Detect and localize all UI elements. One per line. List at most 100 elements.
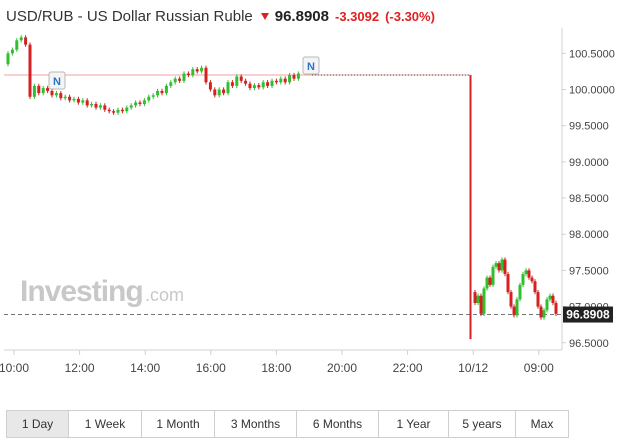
session1-candle-29 [134, 102, 138, 106]
session2-candle-24 [545, 299, 549, 311]
session1-candle-64 [288, 75, 292, 83]
session1-candle-49 [222, 89, 226, 94]
range-max[interactable]: Max [530, 417, 554, 431]
session1-candle-3 [19, 37, 23, 41]
session1-candle-1 [10, 49, 14, 54]
session1-candle-4 [24, 37, 28, 45]
session1-candle-53 [239, 76, 243, 81]
session1-candle-34 [156, 90, 160, 96]
session1-candle-62 [279, 78, 283, 83]
chart-canvas[interactable]: Investing .com 100.5000 100.0000 99.5000 99… [0, 28, 622, 400]
watermark-brand: Investing [20, 275, 143, 308]
range-3-months[interactable]: 3 Months [215, 411, 297, 437]
session1-candle-27 [125, 107, 129, 112]
session2-candle-7 [494, 263, 498, 267]
y-axis-ticks: 100.5000 100.0000 99.5000 99.0000 98.5000 98.… [562, 48, 615, 350]
session1-candle-30 [138, 102, 142, 104]
session1-candle-11 [54, 93, 58, 96]
y-tick-label-5: 98.0000 [569, 229, 609, 241]
news-marker-1[interactable]: N [48, 71, 66, 90]
range-5-years[interactable]: 5 years [449, 411, 516, 437]
range-1-week[interactable]: 1 Week [69, 411, 142, 437]
session1-candle-52 [235, 76, 239, 86]
session2-candle-4 [485, 277, 489, 289]
range-1-month[interactable]: 1 Month [142, 411, 215, 437]
session1-candle-55 [248, 83, 252, 89]
session1-candle-42 [191, 69, 195, 76]
session1-candle-56 [252, 85, 256, 89]
session1-candle-24 [112, 111, 116, 113]
session1-candle-21 [98, 105, 102, 108]
session2-candle-3 [482, 288, 486, 314]
session2-candle-5 [488, 277, 492, 285]
x-tick-label-1: 12:00 [65, 361, 95, 375]
session2-candle-21 [536, 292, 540, 307]
x-tick-label-3: 16:00 [196, 361, 226, 375]
session1-candle-0 [6, 53, 10, 65]
session1-candle-50 [226, 82, 230, 94]
session1-candle-12 [59, 93, 63, 99]
range-1-day[interactable]: 1 Day [7, 411, 69, 437]
session1-candle-60 [270, 80, 274, 86]
down-arrow-icon [260, 12, 269, 20]
session1-candle-59 [266, 82, 270, 86]
news-marker-1-label: N [53, 76, 61, 88]
current-price-box [563, 306, 613, 323]
session2-candle-6 [491, 266, 495, 285]
session1-candle-46 [208, 82, 212, 90]
session2-candle-15 [518, 284, 522, 300]
session2-candle-17 [524, 270, 528, 275]
x-tick-label-5: 20:00 [327, 361, 357, 375]
session1-candle-61 [274, 80, 278, 83]
y-tick-label-1: 100.0000 [569, 85, 615, 97]
session2-candle-10 [503, 259, 507, 275]
session1-candle-51 [230, 82, 234, 86]
session2-candle-1 [476, 295, 480, 303]
session2-candle-22 [539, 306, 543, 318]
session1-candle-26 [120, 109, 124, 112]
session1-candle-9 [46, 88, 50, 91]
session2-candle-27 [554, 302, 558, 314]
x-axis-ticks: 10:00 12:00 14:00 16:00 18:00 20:00 22:00 10/12… [0, 350, 554, 375]
session1-candle-19 [90, 103, 94, 106]
session1-candle-31 [142, 100, 146, 104]
news-marker-2-box[interactable] [302, 56, 320, 75]
session2-candle-8 [497, 263, 501, 271]
session2-candle-26 [551, 295, 555, 303]
session1-candle-16 [76, 98, 80, 103]
session1-candle-38 [173, 78, 177, 83]
x-tick-label-0: 10:00 [0, 361, 29, 375]
session1-candle-58 [261, 82, 265, 88]
y-tick-label-6: 97.5000 [569, 265, 609, 277]
session2-candle-13 [512, 306, 516, 316]
session1-candle-8 [41, 88, 45, 94]
y-tick-label-4: 98.5000 [569, 193, 609, 205]
session1-candle-47 [213, 89, 217, 96]
session1-candle-41 [186, 73, 190, 76]
price-chart[interactable]: Investing .com 100.5000 100.0000 99.5000 99… [0, 28, 622, 400]
session2-candle-12 [509, 292, 513, 307]
session1-candle-14 [68, 96, 72, 101]
range-6-months[interactable]: 6 Months [297, 411, 379, 437]
session2-candle-19 [530, 277, 534, 282]
session1-candle-32 [147, 96, 151, 101]
session1-candle-15 [72, 98, 76, 101]
session1-candle-6 [32, 85, 36, 97]
news-marker-1-box[interactable] [48, 71, 66, 90]
price-change: -3.3092 [334, 8, 380, 24]
instrument-title: USD/RUB - US Dollar Russian Ruble [6, 7, 253, 25]
session2-candle-25 [548, 295, 552, 300]
news-marker-2[interactable]: N [302, 56, 320, 75]
watermark-suffix: .com [145, 285, 184, 305]
session2-candle-0 [473, 292, 477, 303]
x-tick-label-2: 14:00 [130, 361, 160, 375]
session2-candle-18 [527, 270, 531, 278]
range-1-year[interactable]: 1 Year [379, 411, 449, 437]
session1-candle-17 [81, 100, 85, 103]
last-price: 96.8908 [274, 7, 329, 25]
time-range-selector: 1 Day 1 Week 1 Month 3 Months 6 Months 1… [6, 410, 569, 438]
session1-candle-13 [63, 96, 67, 99]
y-tick-label-2: 99.5000 [569, 121, 609, 133]
session1-candle-33 [151, 95, 155, 97]
candles [6, 35, 558, 340]
